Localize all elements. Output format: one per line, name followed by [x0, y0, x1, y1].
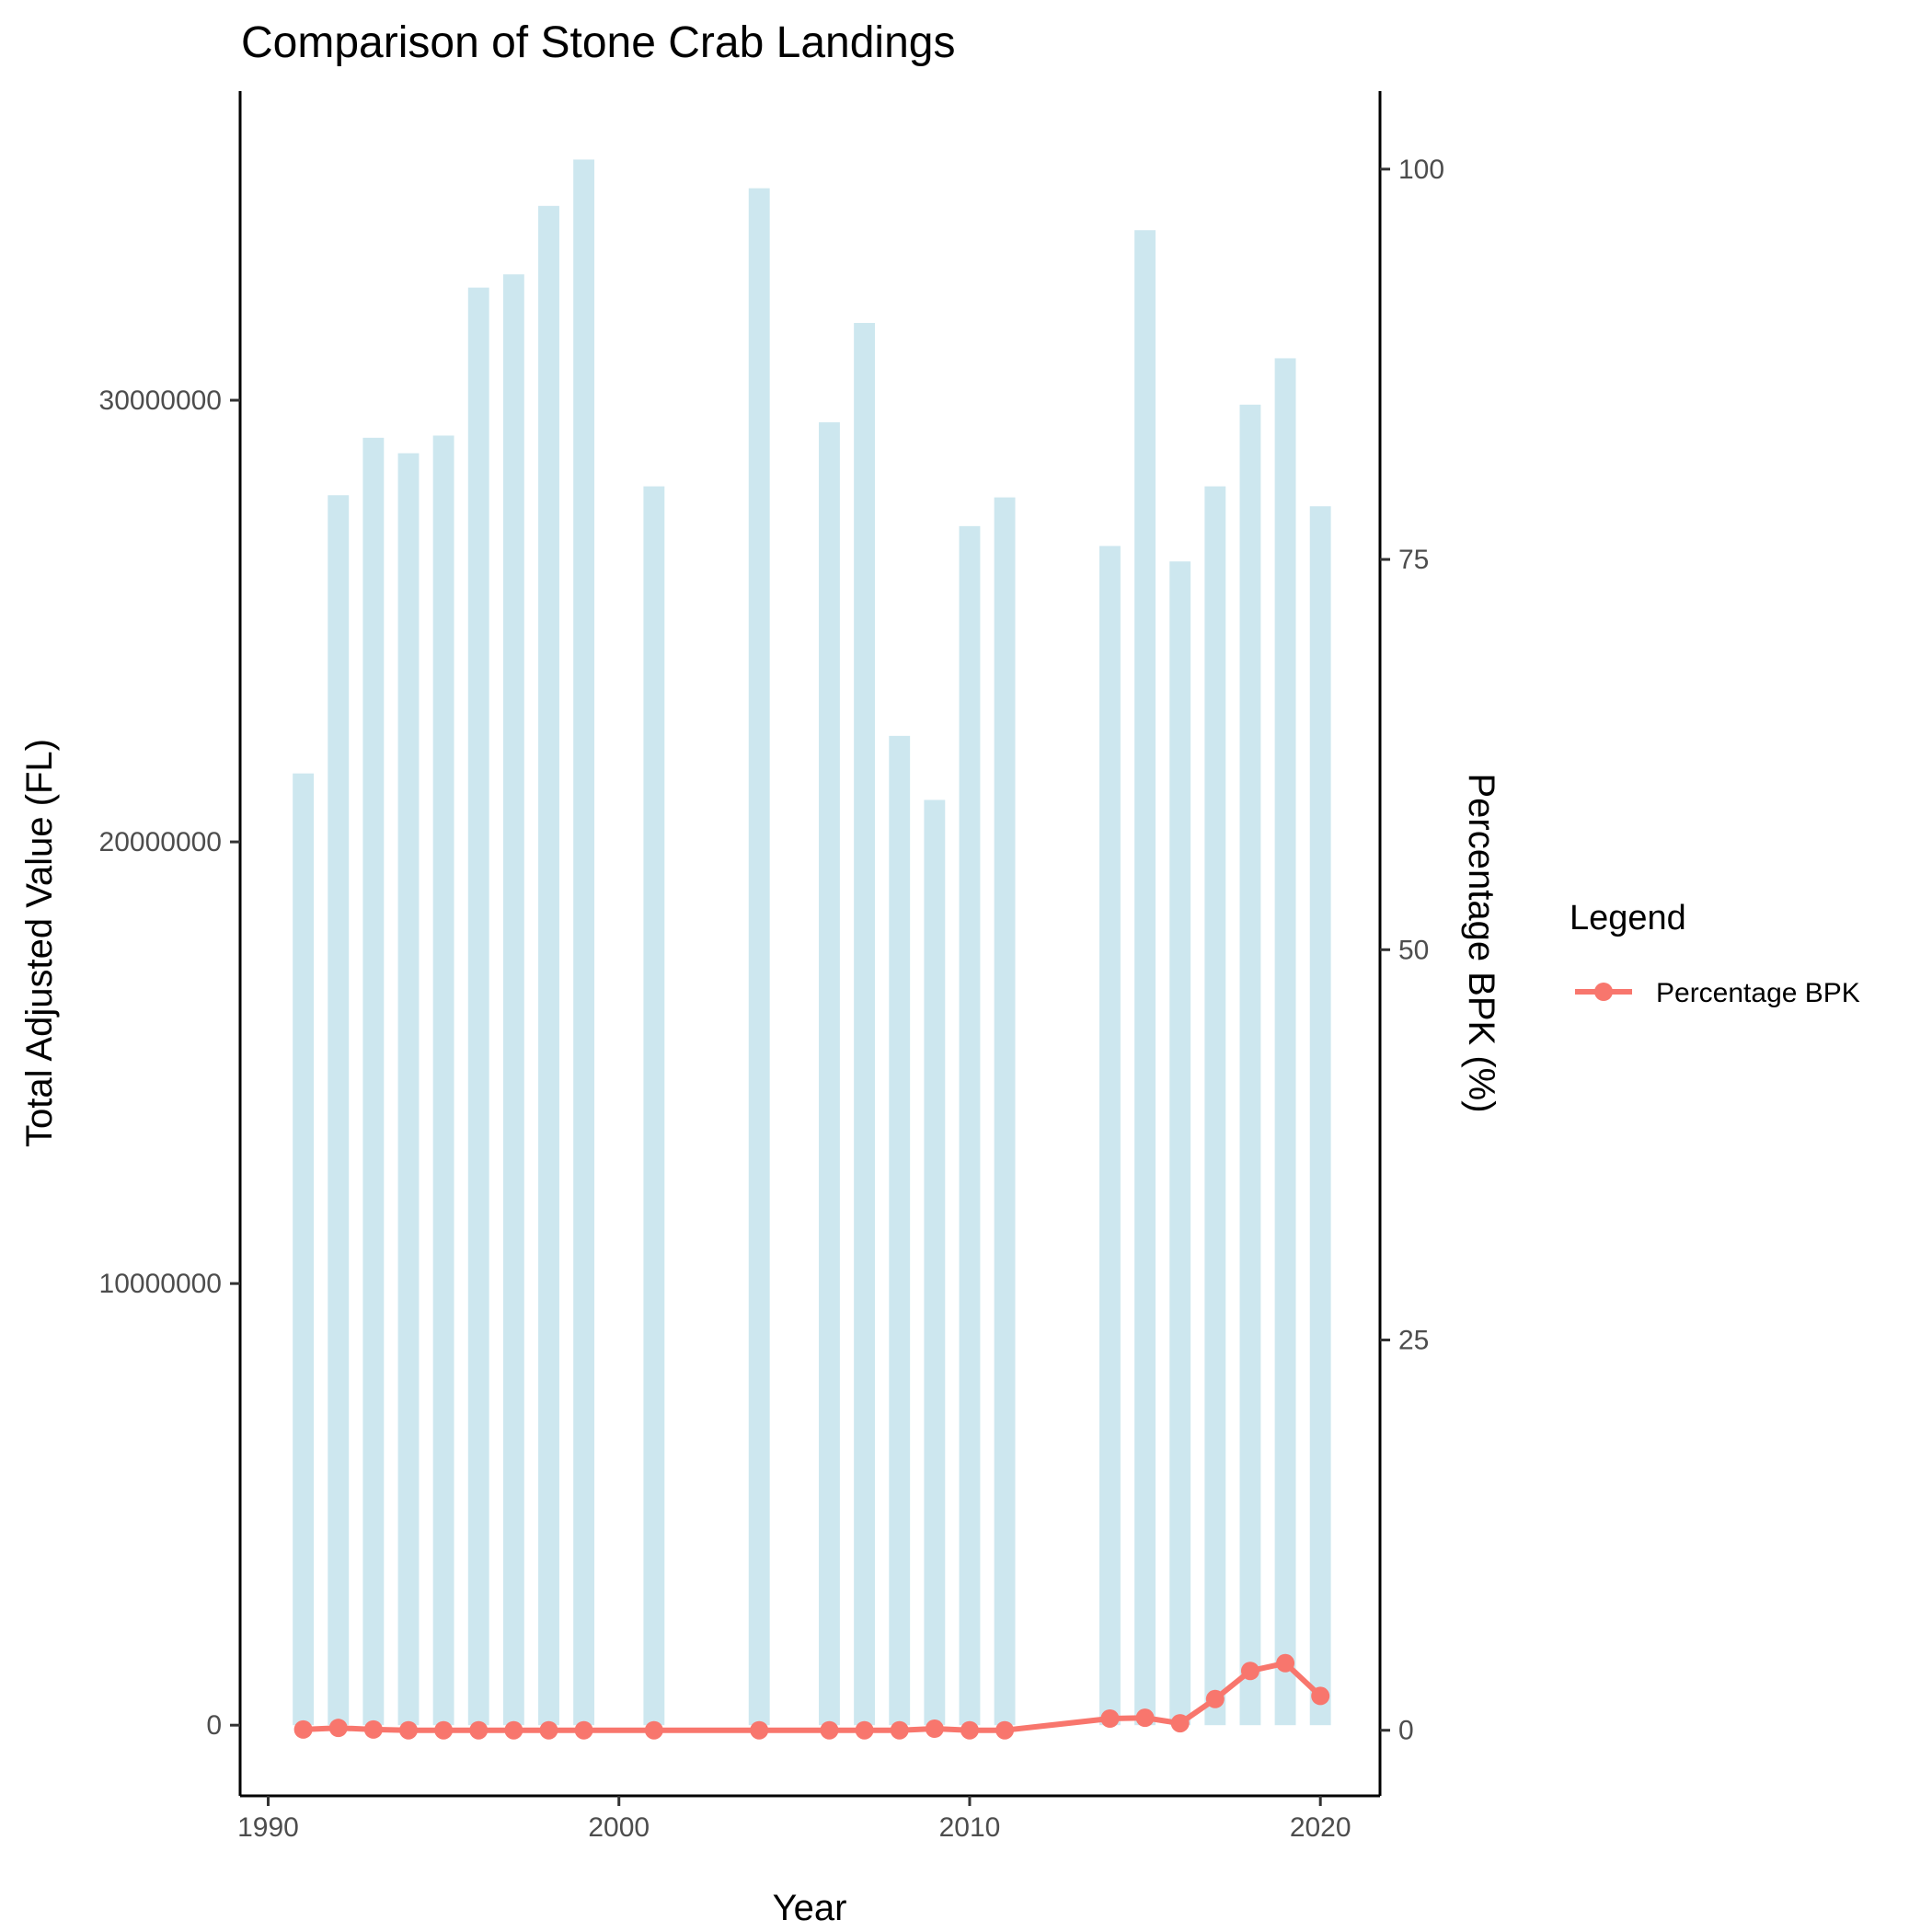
- point-1994: [398, 1720, 418, 1740]
- x-tick-label: 2020: [1290, 1812, 1351, 1843]
- y2-tick-label: 100: [1398, 155, 1444, 185]
- bar-2016: [1169, 561, 1191, 1726]
- point-2001: [644, 1720, 663, 1740]
- point-2018: [1240, 1662, 1259, 1681]
- bar-2006: [819, 422, 840, 1726]
- chart-title: Comparison of Stone Crab Landings: [241, 18, 955, 67]
- bar-1999: [573, 159, 595, 1726]
- point-2019: [1276, 1653, 1295, 1673]
- x-ticks: 1990 2000 2010 2020: [237, 1796, 1351, 1843]
- y2-tick-label: 50: [1398, 935, 1429, 965]
- y-tick-label: 20000000: [99, 827, 222, 857]
- point-2014: [1100, 1709, 1120, 1729]
- bar-1994: [397, 453, 420, 1726]
- bar-1991: [293, 773, 315, 1726]
- bar-1997: [502, 274, 524, 1726]
- x-tick-label: 2010: [939, 1812, 1001, 1843]
- point-1997: [504, 1720, 523, 1740]
- legend-key-point: [1594, 983, 1613, 1001]
- bar-1993: [362, 437, 385, 1726]
- y2-tick-label: 0: [1398, 1716, 1414, 1746]
- bar-2007: [854, 323, 876, 1726]
- y2-tick-label: 25: [1398, 1326, 1429, 1356]
- y-tick-label: 10000000: [99, 1269, 222, 1299]
- point-2004: [750, 1720, 769, 1740]
- series-line-percentage-bpk: [303, 1660, 1323, 1733]
- x-tick-label: 1990: [237, 1812, 299, 1843]
- point-1993: [363, 1719, 383, 1739]
- bar-1996: [467, 287, 489, 1726]
- point-2008: [890, 1720, 909, 1740]
- point-2009: [925, 1719, 944, 1739]
- point-2006: [820, 1720, 839, 1740]
- y-tick-label: 0: [206, 1710, 222, 1741]
- legend-label: Percentage BPK: [1656, 978, 1860, 1008]
- bar-2008: [889, 735, 911, 1726]
- point-2010: [960, 1720, 979, 1740]
- point-1995: [434, 1720, 454, 1740]
- point-1999: [574, 1720, 593, 1740]
- bar-2018: [1239, 404, 1261, 1726]
- x-tick-label: 2000: [588, 1812, 650, 1843]
- point-1991: [293, 1719, 313, 1739]
- y2-tick-label: 75: [1398, 545, 1429, 575]
- bar-1998: [538, 205, 559, 1726]
- bar-2010: [959, 525, 981, 1726]
- point-2007: [855, 1720, 874, 1740]
- point-2017: [1205, 1689, 1225, 1708]
- bar-1992: [328, 495, 350, 1726]
- bar-2004: [748, 188, 770, 1726]
- y-ticks-left: 0 10000000 20000000 30000000: [99, 385, 240, 1741]
- legend-title: Legend: [1570, 899, 1686, 937]
- legend: Legend Percentage BPK: [1570, 899, 1860, 1008]
- bar-2019: [1274, 358, 1296, 1726]
- point-2020: [1311, 1686, 1330, 1706]
- bar-2014: [1099, 546, 1121, 1726]
- bar-group: [293, 159, 1331, 1726]
- bar-2009: [924, 799, 946, 1726]
- y-axis-title: Total Adjusted Value (FL): [19, 739, 60, 1147]
- point-2015: [1135, 1708, 1155, 1728]
- bar-2001: [643, 486, 665, 1726]
- point-1998: [539, 1720, 558, 1740]
- point-1996: [469, 1720, 489, 1740]
- line-series-group: [293, 1653, 1330, 1740]
- y-ticks-right: 0 25 50 75 100: [1380, 155, 1444, 1746]
- x-axis-title: Year: [773, 1888, 847, 1928]
- point-2011: [995, 1720, 1015, 1740]
- bar-2020: [1309, 506, 1331, 1726]
- bar-2017: [1204, 486, 1226, 1726]
- y2-axis-title: Percentage BPK (%): [1461, 773, 1501, 1112]
- bar-1995: [432, 435, 454, 1726]
- bar-2015: [1134, 230, 1156, 1726]
- bar-2011: [994, 497, 1016, 1726]
- y-tick-label: 30000000: [99, 385, 222, 416]
- point-1992: [328, 1719, 348, 1738]
- point-2016: [1170, 1714, 1190, 1733]
